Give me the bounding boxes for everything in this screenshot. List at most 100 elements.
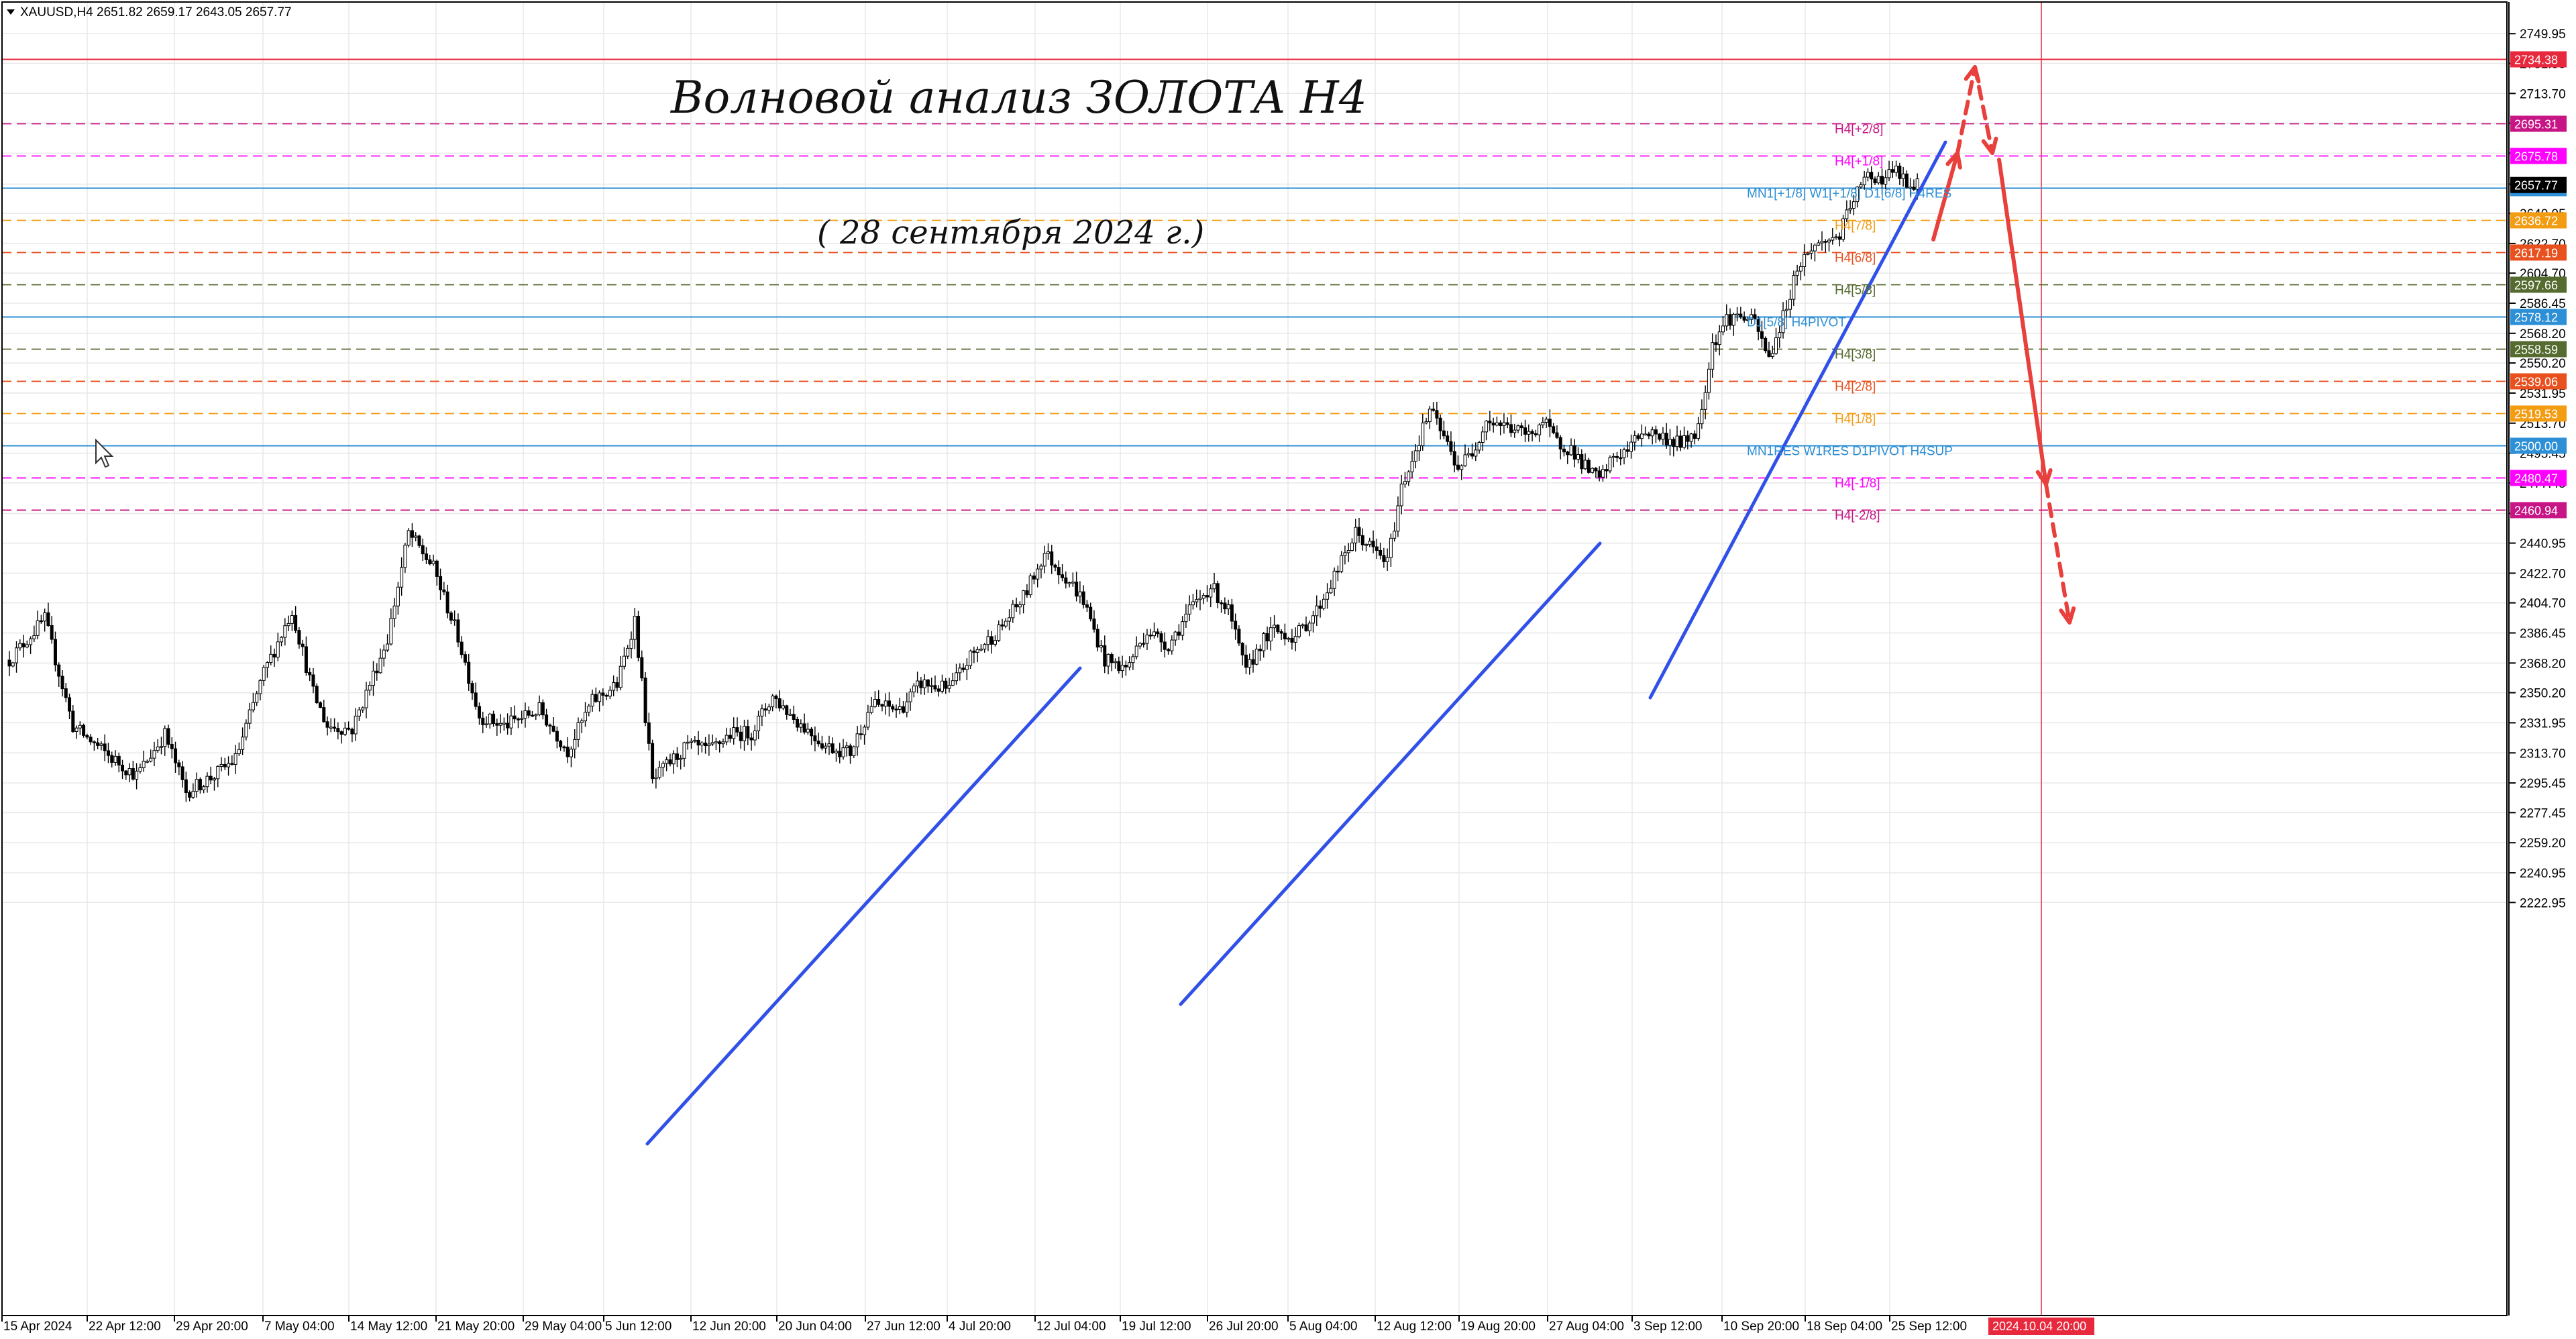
candle-body <box>675 753 679 760</box>
candle-body <box>1446 435 1450 442</box>
level-lines <box>2 58 2507 511</box>
candle-body <box>802 723 806 733</box>
candle-body <box>883 700 888 707</box>
forecast-segment <box>1997 158 2048 486</box>
candle-body <box>304 646 308 673</box>
candle-body <box>1767 350 1771 357</box>
candle-body <box>710 742 714 745</box>
candle-body <box>1159 633 1163 643</box>
candle-body <box>1025 590 1029 596</box>
candle-body <box>350 729 354 735</box>
candle-body <box>696 739 700 746</box>
candle-body <box>1870 172 1874 180</box>
candle-body <box>622 655 626 667</box>
candle-body <box>965 665 969 670</box>
candle-body <box>1350 542 1354 551</box>
candle-body <box>1650 429 1654 437</box>
candle-body <box>1689 433 1693 442</box>
candle-body <box>947 685 951 689</box>
level-price-tag <box>2510 148 2567 164</box>
candle-body <box>1750 314 1754 320</box>
candle-body <box>598 692 602 702</box>
candle-body <box>435 560 439 577</box>
candle-body <box>1682 435 1686 448</box>
trendlines <box>645 140 1947 1146</box>
candle-body <box>1460 465 1464 470</box>
candle-body <box>912 686 916 692</box>
level-price-tag <box>2510 437 2567 454</box>
candle-body <box>1046 551 1050 554</box>
candle-body <box>1625 449 1629 452</box>
price-tick-label: 2440.95 <box>2520 537 2566 551</box>
candle-body <box>82 725 86 736</box>
candle-body <box>651 743 655 780</box>
candle-body <box>357 709 361 716</box>
candle-body <box>1114 661 1118 663</box>
chevron-down-icon[interactable] <box>7 9 15 15</box>
candle-body <box>1746 319 1750 321</box>
candle-body <box>488 713 492 725</box>
symbol-info: XAUUSD,H4 2651.82 2659.17 2643.05 2657.7… <box>20 5 292 19</box>
candle-body <box>1014 604 1018 608</box>
candle-body <box>1371 541 1375 547</box>
candle-body <box>1502 422 1506 427</box>
candle-body <box>1142 643 1146 645</box>
candle-body <box>29 638 33 645</box>
forecast-arrowhead <box>1981 136 1998 155</box>
candle-body <box>969 650 973 666</box>
candle-body <box>1368 541 1372 545</box>
candle-body <box>626 647 630 657</box>
candle-body <box>986 636 990 645</box>
candle-body <box>509 715 513 729</box>
candle-body <box>121 765 125 771</box>
candle-body <box>1572 445 1576 460</box>
candle-body <box>1326 592 1330 600</box>
candle-body <box>1167 649 1171 651</box>
time-tick-label: 19 Aug 20:00 <box>1460 1320 1536 1334</box>
candle-body <box>498 722 502 726</box>
candle-body <box>1622 449 1626 458</box>
candle-body <box>1085 604 1089 608</box>
candle-body <box>537 702 541 715</box>
candle-body <box>1364 544 1368 546</box>
price-tick-label: 2222.95 <box>2520 896 2566 910</box>
candle-body <box>619 665 623 688</box>
candle-body <box>258 680 262 694</box>
candle-body <box>796 719 800 728</box>
candle-body <box>1032 575 1036 580</box>
candle-body <box>1640 433 1644 439</box>
candle-body <box>15 647 19 663</box>
level-price-label: 2480.47 <box>2514 472 2558 485</box>
time-tick-label: 20 Jun 04:00 <box>778 1320 852 1334</box>
candle-body <box>145 761 149 763</box>
candle-body <box>333 727 337 729</box>
candle-body <box>1184 613 1188 623</box>
level-price-tag <box>2510 212 2567 229</box>
time-tick-label: 27 Aug 04:00 <box>1549 1320 1624 1334</box>
time-tick-label: 5 Jun 12:00 <box>605 1320 672 1334</box>
candle-body <box>908 691 912 702</box>
forecast-segment <box>1955 65 1977 155</box>
candle-body <box>106 750 110 756</box>
candle-body <box>1279 631 1283 634</box>
candle-body <box>1778 332 1782 339</box>
candle-body <box>686 741 690 744</box>
candle-body <box>372 670 376 686</box>
candle-body <box>470 683 474 694</box>
candle-body <box>534 714 538 716</box>
candle-body <box>195 779 199 792</box>
candle-body <box>36 620 40 636</box>
candle-body <box>1728 314 1732 326</box>
candle-body <box>227 763 231 767</box>
candle-body <box>1071 582 1075 584</box>
candle-body <box>1544 419 1548 423</box>
candle-body <box>1735 313 1739 316</box>
candle-body <box>975 649 979 653</box>
candle-body <box>930 685 934 687</box>
candle-body <box>1050 551 1054 566</box>
price-tick-label: 2331.95 <box>2520 716 2566 731</box>
candle-body <box>643 678 647 723</box>
candle-body <box>922 680 926 688</box>
price-tick-label: 2313.70 <box>2520 747 2566 761</box>
